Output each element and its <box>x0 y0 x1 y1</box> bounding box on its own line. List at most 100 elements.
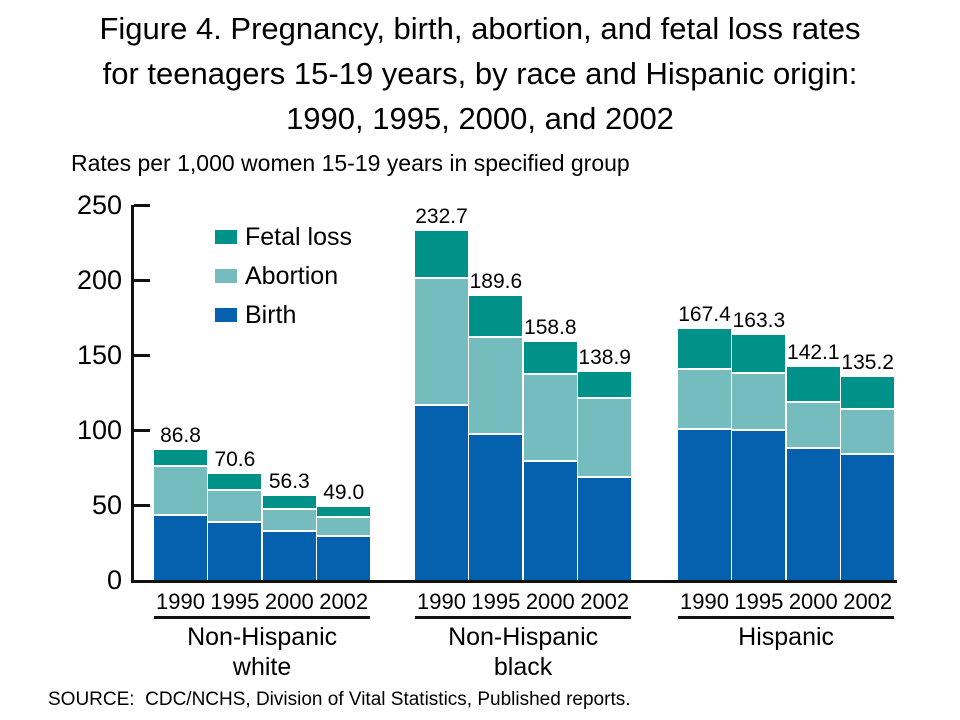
legend-item-fetal-loss: Fetal loss <box>215 222 352 251</box>
y-axis-tick-200 <box>134 279 150 282</box>
bar-segment-birth-non-hispanic-white-2000 <box>262 531 316 580</box>
bar-segment-fetal-loss-non-hispanic-black-1990 <box>415 230 468 279</box>
bar-segment-birth-non-hispanic-black-1995 <box>469 435 523 580</box>
x-axis-year-label-non-hispanic-black-1990: 1990 <box>417 589 466 614</box>
bar-segment-fetal-loss-non-hispanic-black-1995 <box>469 295 523 339</box>
bar-segment-birth-hispanic-2000 <box>786 449 840 580</box>
x-axis-year-label-non-hispanic-white-2000: 2000 <box>264 589 314 614</box>
bar-segment-fetal-loss-hispanic-2000 <box>786 366 840 404</box>
bar-non-hispanic-black-2002 <box>578 371 632 580</box>
legend-label-fetal-loss: Fetal loss <box>245 222 352 251</box>
bar-segment-birth-non-hispanic-black-2000 <box>523 461 577 580</box>
bar-segment-birth-non-hispanic-black-2002 <box>578 477 632 580</box>
y-axis-tick-label-200: 200 <box>76 265 122 295</box>
bar-segment-abortion-non-hispanic-white-1995 <box>208 490 262 523</box>
bar-total-label-non-hispanic-black-2002: 138.9 <box>578 345 631 369</box>
bar-total-label-hispanic-1990: 167.4 <box>678 302 731 326</box>
group-label-line: Non-Hispanic <box>448 623 599 651</box>
bar-segment-fetal-loss-hispanic-1990 <box>678 328 731 370</box>
bar-segment-abortion-non-hispanic-black-1995 <box>469 338 523 436</box>
bar-segment-birth-non-hispanic-white-2002 <box>317 537 371 580</box>
bar-total-label-hispanic-2002: 135.2 <box>841 351 894 375</box>
bar-segment-fetal-loss-non-hispanic-white-1995 <box>208 474 262 491</box>
bar-segment-birth-non-hispanic-black-1990 <box>415 405 468 580</box>
x-axis-year-label-hispanic-2000: 2000 <box>788 589 838 614</box>
figure-title-line-3: 1990, 1995, 2000, and 2002 <box>286 101 674 136</box>
x-axis-baseline <box>131 580 897 583</box>
bar-segment-fetal-loss-non-hispanic-white-2002 <box>317 506 371 518</box>
legend-item-birth: Birth <box>215 300 297 329</box>
bar-non-hispanic-white-1995 <box>208 474 262 580</box>
bar-segment-abortion-hispanic-2002 <box>841 410 895 455</box>
x-axis-year-label-non-hispanic-white-1995: 1995 <box>210 589 260 614</box>
bar-non-hispanic-white-2000 <box>262 495 316 580</box>
bar-non-hispanic-black-1995 <box>469 295 523 580</box>
y-axis-tick-label-50: 50 <box>91 490 122 520</box>
bar-non-hispanic-black-2000 <box>523 341 577 580</box>
bar-hispanic-1995 <box>732 335 786 580</box>
bar-segment-fetal-loss-non-hispanic-black-2002 <box>578 371 632 400</box>
x-axis-year-label-hispanic-2002: 2002 <box>843 589 893 614</box>
group-label-line: black <box>493 653 553 681</box>
bar-segment-birth-hispanic-2002 <box>841 454 895 580</box>
bar-total-label-non-hispanic-black-1990: 232.7 <box>415 204 468 228</box>
y-axis-tick-label-250: 250 <box>76 190 122 220</box>
y-axis-tick-label-150: 150 <box>76 340 122 370</box>
legend-swatch-abortion <box>215 269 237 283</box>
bar-non-hispanic-black-1990 <box>415 230 468 580</box>
group-underline-non-hispanic-black <box>415 616 632 619</box>
bar-total-label-non-hispanic-black-2000: 158.8 <box>524 315 577 339</box>
x-axis-year-label-non-hispanic-white-1990: 1990 <box>156 589 205 614</box>
bar-total-label-non-hispanic-white-1995: 70.6 <box>214 448 256 472</box>
x-axis-year-label-non-hispanic-white-2002: 2002 <box>319 589 369 614</box>
bar-total-label-non-hispanic-white-2002: 49.0 <box>323 480 365 504</box>
group-underline-non-hispanic-white <box>154 616 371 619</box>
bar-segment-fetal-loss-non-hispanic-white-2000 <box>262 495 316 510</box>
group-label-non-hispanic-white: Non-Hispanic white <box>102 622 422 682</box>
legend-label-birth: Birth <box>245 300 297 329</box>
bar-segment-abortion-hispanic-1995 <box>732 374 786 432</box>
bar-segment-fetal-loss-hispanic-2002 <box>841 377 895 411</box>
figure-title: Figure 4. Pregnancy, birth, abortion, an… <box>0 6 960 141</box>
bar-total-label-hispanic-2000: 142.1 <box>787 340 840 364</box>
y-axis-unit-note: Rates per 1,000 women 15-19 years in spe… <box>71 150 630 176</box>
legend-item-abortion: Abortion <box>215 261 339 290</box>
bar-hispanic-2002 <box>841 377 895 580</box>
y-axis-tick-label-100: 100 <box>76 415 122 445</box>
x-axis-year-label-non-hispanic-black-2002: 2002 <box>580 589 630 614</box>
x-axis-year-label-non-hispanic-black-2000: 2000 <box>525 589 575 614</box>
figure-title-line-2: for teenagers 15-19 years, by race and H… <box>102 56 858 91</box>
bar-segment-abortion-non-hispanic-black-1990 <box>415 278 468 406</box>
bar-total-label-non-hispanic-white-1990: 86.8 <box>160 423 201 447</box>
legend-label-abortion: Abortion <box>245 261 339 290</box>
legend-swatch-birth <box>215 308 237 322</box>
bar-segment-fetal-loss-non-hispanic-white-1990 <box>154 449 207 468</box>
bar-total-label-non-hispanic-black-1995: 189.6 <box>469 269 523 293</box>
bar-hispanic-2000 <box>786 366 840 580</box>
bar-segment-abortion-non-hispanic-black-2000 <box>523 374 577 462</box>
bar-non-hispanic-white-1990 <box>154 449 207 580</box>
bar-segment-fetal-loss-non-hispanic-black-2000 <box>523 341 577 375</box>
bar-segment-birth-non-hispanic-white-1990 <box>154 516 207 580</box>
bar-segment-fetal-loss-hispanic-1995 <box>732 335 786 375</box>
y-axis-tick-label-0: 0 <box>106 565 122 595</box>
legend-swatch-fetal-loss <box>215 230 237 244</box>
x-axis-year-label-non-hispanic-black-1995: 1995 <box>471 589 521 614</box>
bar-non-hispanic-white-2002 <box>317 506 371 580</box>
source-note: SOURCE: CDC/NCHS, Division of Vital Stat… <box>48 689 631 710</box>
y-axis-tick-100 <box>134 429 150 432</box>
group-underline-hispanic <box>678 616 895 619</box>
figure-title-line-1: Figure 4. Pregnancy, birth, abortion, an… <box>99 11 861 46</box>
bar-total-label-hispanic-1995: 163.3 <box>732 309 786 333</box>
bar-segment-abortion-hispanic-2000 <box>786 403 840 450</box>
bar-segment-abortion-non-hispanic-white-2000 <box>262 509 316 532</box>
bar-total-label-non-hispanic-white-2000: 56.3 <box>268 469 310 493</box>
bar-hispanic-1990 <box>678 328 731 580</box>
bar-segment-abortion-non-hispanic-white-2002 <box>317 517 371 538</box>
group-label-line: white <box>232 653 292 681</box>
bar-segment-abortion-hispanic-1990 <box>678 369 731 430</box>
group-label-non-hispanic-black: Non-Hispanic black <box>363 622 683 682</box>
bar-segment-birth-hispanic-1995 <box>732 431 786 580</box>
y-axis-tick-150 <box>134 354 150 357</box>
